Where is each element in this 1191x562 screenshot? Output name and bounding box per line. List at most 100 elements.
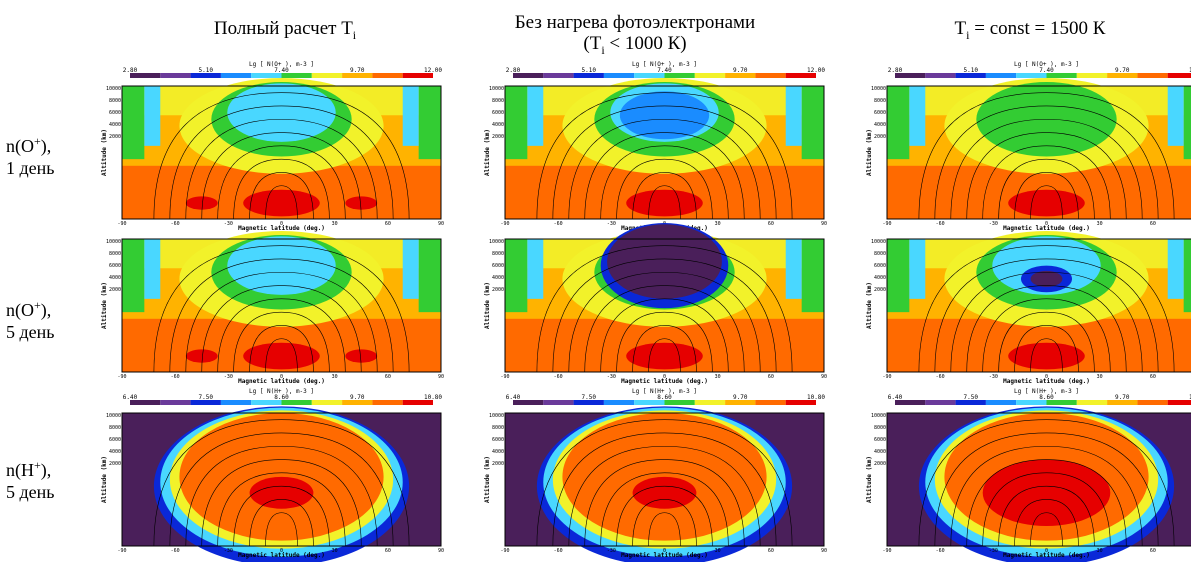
y-tick-label: 2000 bbox=[874, 134, 886, 140]
x-tick-label: 60 bbox=[1150, 221, 1156, 227]
x-axis-label: Magnetic latitude (deg.) bbox=[238, 225, 325, 232]
colorbar-swatch bbox=[251, 73, 282, 78]
y-tick-label: 10000 bbox=[871, 86, 886, 92]
colorbar-title: Lg [ N(H+ ), m-3 ] bbox=[249, 388, 314, 395]
colorbar-swatch bbox=[634, 73, 665, 78]
colorbar-title: Lg [ N(O+ ), m-3 ] bbox=[249, 61, 314, 68]
colorbar-swatch bbox=[342, 73, 373, 78]
colorbar-tick-label: 10.80 bbox=[1189, 394, 1191, 401]
x-axis-label: Magnetic latitude (deg.) bbox=[1003, 378, 1090, 385]
colorbar-swatch bbox=[372, 400, 403, 405]
colorbar-title: Lg [ N(O+ ), m-3 ] bbox=[1014, 61, 1079, 68]
colorbar-swatch bbox=[1107, 73, 1138, 78]
x-tick-label: -60 bbox=[936, 548, 945, 554]
column-title-no-heating-line2b: < 1000 К) bbox=[604, 33, 687, 54]
colorbar-tick-label: 6.40 bbox=[506, 394, 521, 401]
colorbar-swatch bbox=[513, 400, 544, 405]
colorbar-swatch bbox=[190, 400, 221, 405]
colorbar-swatch bbox=[955, 400, 986, 405]
y-tick-label: 4000 bbox=[874, 122, 886, 128]
x-tick-label: -90 bbox=[882, 221, 891, 227]
y-axis-label: Altitude (km) bbox=[101, 282, 108, 329]
y-tick-label: 10000 bbox=[106, 413, 121, 419]
colorbar-swatch bbox=[785, 73, 816, 78]
x-tick-label: -90 bbox=[500, 221, 509, 227]
colorbar-swatch bbox=[311, 73, 343, 78]
colorbar-swatch bbox=[725, 400, 756, 405]
colorbar-swatch bbox=[160, 400, 191, 405]
colorbar: 2.80 5.10 7.40 9.70 12.00 bbox=[506, 67, 825, 78]
colorbar-title: Lg [ N(O+ ), m-3 ] bbox=[632, 61, 697, 68]
colorbar-swatch bbox=[342, 400, 373, 405]
y-tick-label: 6000 bbox=[874, 110, 886, 116]
x-tick-label: -60 bbox=[936, 374, 945, 380]
colorbar-swatch bbox=[281, 73, 312, 78]
colorbar-swatch bbox=[543, 400, 574, 405]
colorbar-swatch bbox=[664, 400, 695, 405]
row-label-2-a: n(O bbox=[6, 300, 34, 320]
x-tick-label: 60 bbox=[385, 374, 391, 380]
column-title-const-rest: = const = 1500 К bbox=[969, 18, 1106, 39]
colorbar-swatch bbox=[1016, 73, 1047, 78]
row-label-3-sup: + bbox=[34, 458, 41, 472]
column-title-no-heating-line1: Без нагрева фотоэлектронами bbox=[514, 12, 756, 33]
x-tick-label: 30 bbox=[1097, 221, 1103, 227]
colorbar-swatch bbox=[785, 400, 816, 405]
x-tick-label: 60 bbox=[1150, 548, 1156, 554]
x-tick-label: 90 bbox=[438, 221, 444, 227]
x-tick-label: 30 bbox=[332, 221, 338, 227]
colorbar-tick-label: 12.00 bbox=[1189, 67, 1191, 74]
colorbar-swatch bbox=[220, 400, 252, 405]
colorbar-swatch bbox=[1076, 73, 1108, 78]
y-axis-label: Altitude (km) bbox=[866, 129, 873, 176]
y-tick-label: 8000 bbox=[109, 251, 121, 257]
colorbar-swatch bbox=[1076, 400, 1108, 405]
x-tick-label: -30 bbox=[224, 221, 233, 227]
y-axis-label: Altitude (km) bbox=[101, 129, 108, 176]
colorbar: 6.40 7.50 8.60 9.70 10.80 bbox=[123, 394, 442, 405]
column-title-no-heating-line2-sub: i bbox=[601, 42, 605, 57]
x-tick-label: -30 bbox=[224, 548, 233, 554]
column-title-no-heating: Без нагрева фотоэлектронами (Ti < 1000 К… bbox=[470, 12, 800, 61]
colorbar: 6.40 7.50 8.60 9.70 10.80 bbox=[888, 394, 1191, 405]
colorbar-tick-label: 7.50 bbox=[582, 394, 597, 401]
heatmap-panel-2-1: -90 -60 -30 0 30 60 90 Magnetic latitude (deg.)… bbox=[101, 231, 444, 385]
row-label-3-b: ), bbox=[40, 460, 52, 480]
x-tick-label: -60 bbox=[171, 548, 180, 554]
row-label-1: n(O+), 1 день bbox=[6, 130, 55, 179]
colorbar-tick-label: 7.40 bbox=[657, 67, 672, 74]
x-tick-label: 0 bbox=[280, 548, 283, 554]
x-tick-label: 90 bbox=[821, 374, 827, 380]
colorbar-swatch bbox=[603, 73, 635, 78]
colorbar-tick-label: 7.40 bbox=[1039, 67, 1054, 74]
y-axis-label: Altitude (km) bbox=[866, 282, 873, 329]
y-tick-label: 10000 bbox=[106, 239, 121, 245]
y-tick-label: 10000 bbox=[489, 86, 504, 92]
colorbar-tick-label: 2.80 bbox=[888, 67, 903, 74]
colorbar-tick-label: 5.10 bbox=[582, 67, 597, 74]
column-title-full-text: Полный расчет T bbox=[213, 18, 353, 39]
y-tick-label: 4000 bbox=[109, 275, 121, 281]
heatmap-panel-1-2: 2.80 5.10 7.40 9.70 12.00 Lg [ N(O+ ), m-3 ] -… bbox=[484, 61, 827, 232]
x-tick-label: 0 bbox=[1045, 374, 1048, 380]
colorbar-swatch bbox=[190, 73, 221, 78]
x-tick-label: 0 bbox=[663, 548, 666, 554]
y-axis-label: Altitude (km) bbox=[101, 456, 108, 503]
row-label-2-sup: + bbox=[34, 298, 41, 312]
y-axis-label: Altitude (km) bbox=[484, 456, 491, 503]
colorbar-swatch bbox=[755, 73, 786, 78]
y-tick-label: 2000 bbox=[109, 134, 121, 140]
y-tick-label: 8000 bbox=[874, 251, 886, 257]
y-tick-label: 2000 bbox=[874, 287, 886, 293]
colorbar-tick-label: 7.50 bbox=[964, 394, 979, 401]
colorbar-tick-label: 9.70 bbox=[350, 394, 365, 401]
colorbar-tick-label: 10.80 bbox=[807, 394, 825, 401]
heatmap-panel-3-1: 6.40 7.50 8.60 9.70 10.80 Lg [ N(H+ ), m-3 ] -… bbox=[101, 388, 444, 562]
colorbar-tick-label: 8.60 bbox=[274, 394, 289, 401]
x-tick-label: -90 bbox=[500, 374, 509, 380]
colorbar-swatch bbox=[664, 73, 695, 78]
colorbar-swatch bbox=[603, 400, 635, 405]
y-tick-label: 8000 bbox=[874, 425, 886, 431]
colorbar-swatch bbox=[160, 73, 191, 78]
